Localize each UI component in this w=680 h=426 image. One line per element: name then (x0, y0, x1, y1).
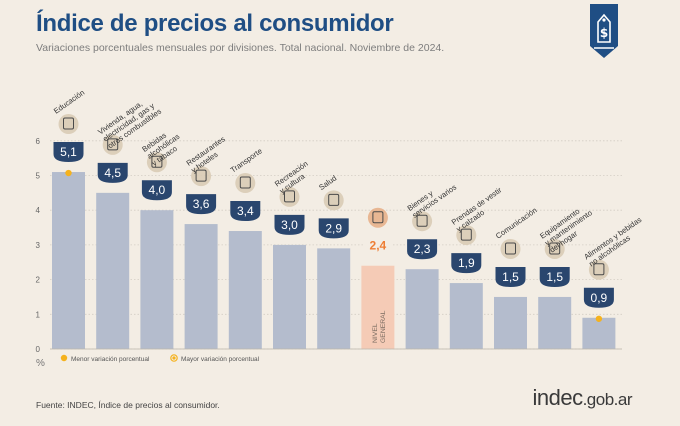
data-label: 3,0 (281, 218, 298, 232)
medical-cross-icon (323, 190, 344, 211)
bar (494, 296, 527, 349)
phone-icon-detail (505, 242, 516, 255)
legend-max-label: Mayor variación porcentual (181, 356, 260, 363)
bar (140, 210, 174, 349)
category-label: Comunicación (494, 206, 539, 241)
brand-main: indec (532, 385, 583, 410)
source-note: Fuente: INDEC, Índice de precios al cons… (36, 400, 220, 410)
value-badge (583, 287, 614, 308)
category-label-line: Salud (317, 173, 338, 192)
plate-icon-detail (195, 169, 207, 182)
bar-general (361, 265, 395, 349)
bar (273, 244, 306, 349)
data-label: 1,5 (502, 270, 519, 284)
svg-text:$: $ (600, 26, 608, 40)
data-label: 0,9 (591, 291, 608, 305)
legend-max-marker (170, 354, 178, 362)
general-bar-text: NIVELGENERAL (372, 310, 387, 343)
books-icon (58, 114, 79, 135)
category-label: Prendas de vestiry calzado (450, 185, 509, 233)
bar (582, 317, 616, 349)
y-tick-label: 3 (36, 241, 41, 250)
y-tick-label: 1 (36, 310, 41, 319)
legend-min-marker (60, 354, 68, 362)
data-label: 2,4 (370, 239, 387, 253)
category-label-line: Educación (52, 88, 86, 116)
min-marker (595, 315, 603, 322)
category-label: Educación (52, 88, 86, 116)
basket-icon-detail (372, 211, 384, 224)
toiletries-icon-detail (416, 214, 428, 227)
lightbulb-icon-detail (107, 138, 119, 151)
brand-suffix: .gob.ar (582, 390, 633, 409)
medical-cross-icon-detail (328, 193, 340, 206)
category-label-line: Transporte (229, 146, 264, 174)
category-label: Salud (317, 173, 338, 192)
value-badge (53, 142, 84, 163)
books-icon-detail (63, 117, 74, 130)
bar (96, 192, 130, 349)
bar (184, 224, 218, 349)
data-label: 2,3 (414, 242, 431, 256)
y-axis-unit: % (36, 358, 45, 369)
category-label: Equipamientoy mantenimientodel hogar (538, 201, 599, 254)
bus-icon-detail (239, 176, 251, 189)
data-label: 3,6 (193, 197, 210, 211)
value-badge (141, 180, 172, 201)
umbrella-icon-detail (284, 190, 295, 203)
food-icon-detail (593, 263, 605, 276)
value-badge (97, 162, 128, 183)
price-tag-icon: $ (590, 4, 618, 58)
category-label: Bienes yservicios varios (406, 176, 459, 220)
bar (449, 283, 483, 349)
value-badge (539, 266, 570, 287)
y-tick-label: 0 (36, 345, 41, 354)
data-label: 3,4 (237, 204, 254, 218)
data-label: 2,9 (325, 221, 342, 235)
indec-logo[interactable]: indec.gob.ar (532, 385, 632, 411)
bar (538, 296, 572, 349)
value-badge (230, 201, 261, 222)
bar (317, 248, 351, 349)
data-label: 4,0 (149, 183, 166, 197)
value-badge (495, 266, 526, 287)
value-badge (407, 239, 438, 260)
legend-min-label: Menor variación porcentual (71, 356, 150, 363)
y-tick-label: 4 (36, 206, 41, 215)
value-badge (274, 214, 305, 235)
data-label: 1,9 (458, 256, 475, 270)
value-badge (186, 194, 217, 215)
legend-max-marker-center (172, 356, 176, 360)
value-badge (318, 218, 349, 239)
basket-icon (367, 207, 388, 228)
bar (405, 269, 439, 349)
bus-icon (235, 173, 256, 194)
value-badge (451, 253, 482, 274)
category-label: Alimentos y bebidasno alcohólicas (582, 215, 648, 268)
data-label: 1,5 (546, 270, 563, 284)
clothing-icon-detail (460, 228, 472, 241)
bar (228, 231, 262, 349)
bar (52, 172, 85, 349)
page-subtitle: Variaciones porcentuales mensuales por d… (36, 42, 445, 54)
data-label: 5,1 (60, 145, 77, 159)
category-label: Restaurantesy hoteles (185, 134, 232, 174)
y-tick-label: 6 (36, 137, 41, 146)
max-marker (65, 169, 72, 177)
pot-icon-detail (549, 242, 561, 255)
page-title: Índice de precios al consumidor (36, 10, 394, 37)
general-bar-text-line: NIVEL (372, 323, 379, 343)
general-bar-text-line: GENERAL (380, 310, 387, 343)
category-label-line: Comunicación (494, 206, 539, 241)
category-label-line: Alimentos y bebidas (582, 215, 643, 261)
y-tick-label: 2 (36, 276, 41, 285)
data-label: 4,5 (104, 166, 121, 180)
bottle-icon-detail (151, 155, 163, 168)
value-badge (362, 235, 393, 256)
category-label: Transporte (229, 146, 264, 174)
phone-icon (500, 238, 521, 259)
y-tick-label: 5 (36, 172, 41, 181)
